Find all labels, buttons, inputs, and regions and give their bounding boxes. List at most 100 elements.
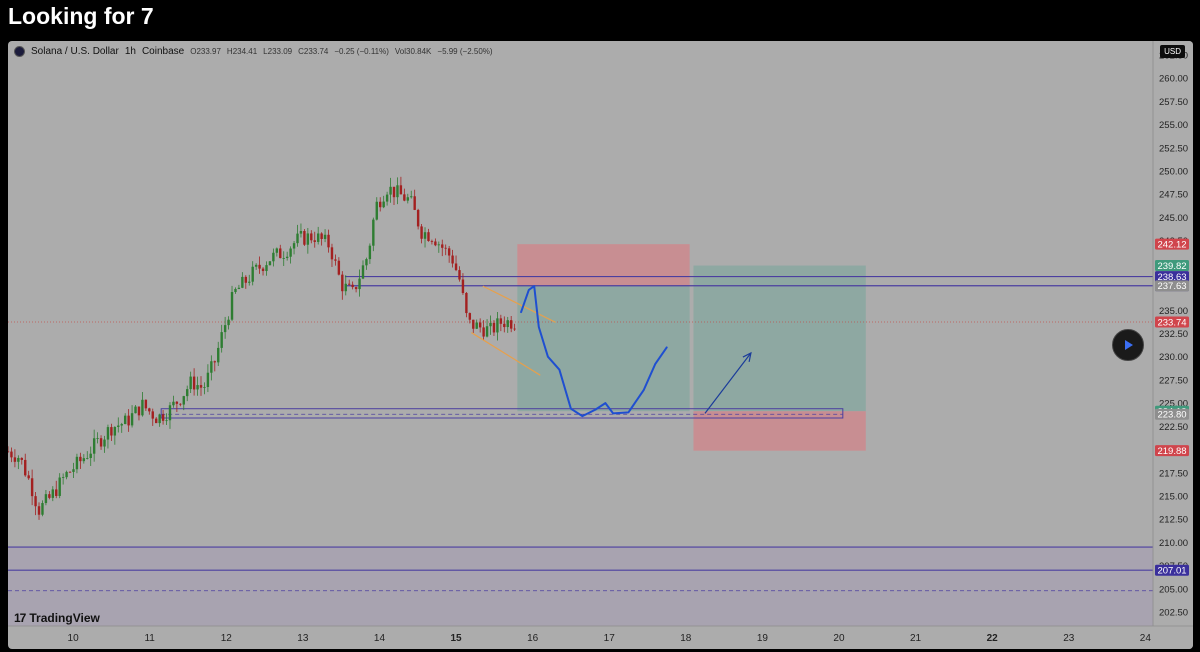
support-zone-4 [160,408,844,419]
candle-body [75,456,79,470]
candle-body [392,186,396,198]
candle-body [327,234,330,248]
price-chart[interactable]: 262.50260.00257.50255.00252.50250.00247.… [8,41,1193,649]
candle-body [20,457,23,460]
candle-body [368,245,372,260]
projection-arrow-shaft [704,352,752,414]
candle-body [358,278,361,290]
candle-body [24,459,27,476]
candle-body [175,401,179,404]
candle-body [499,318,503,324]
exchange-label: Coinbase [141,46,185,57]
price-tag-label: 237.63 [1157,281,1186,292]
y-tick-label: 212.50 [1159,515,1188,526]
candle-body [437,244,441,246]
play-button[interactable] [1112,329,1144,361]
channel-line-1 [471,332,541,376]
x-tick-label: 18 [680,633,692,644]
candle-body [151,411,154,419]
candle-body [17,457,20,462]
candle-body [55,489,58,496]
candle-body [509,320,513,329]
y-tick-label: 210.00 [1159,538,1188,549]
candle-body [117,425,120,428]
candle-body [237,287,241,289]
candle-body [310,233,313,241]
candle-body [37,506,41,515]
candle-body [413,196,416,210]
candle-body [217,347,220,363]
currency-label[interactable]: USD [1160,45,1185,58]
chart-panel[interactable]: 262.50260.00257.50255.00252.50250.00247.… [8,41,1193,649]
candle-body [161,414,165,421]
candle-body [337,260,341,275]
candle-body [179,403,182,405]
candle-body [451,255,454,264]
candle-body [10,451,13,458]
x-tick-label: 19 [757,633,769,644]
x-tick-label: 22 [987,633,999,644]
candle-body [210,361,213,373]
candle-body [492,322,496,333]
candle-body [285,256,289,259]
x-tick-label: 10 [68,633,80,644]
price-tag-label: 239.82 [1157,261,1186,272]
candle-body [168,405,172,421]
candle-body [110,427,113,436]
volume-value: Vol30.84K [394,47,432,56]
price-tag-label: 238.63 [1157,272,1186,283]
candle-body [447,248,451,256]
candle-body [82,458,86,462]
y-tick-label: 255.00 [1159,120,1188,131]
candle-body [489,322,492,327]
y-tick-label: 232.50 [1159,329,1188,340]
price-tag-label: 223.80 [1157,410,1186,421]
candle-body [130,413,134,426]
candle-body [434,241,437,246]
y-tick-label: 230.00 [1159,352,1188,363]
symbol-bar: Solana / U.S. Dollar 1h Coinbase O233.97… [14,46,493,57]
candle-body [330,247,334,260]
post-title: Looking for 7 [8,3,154,29]
candle-body [303,230,306,245]
x-tick-label: 24 [1140,633,1152,644]
y-tick-label: 250.00 [1159,167,1188,178]
candle-body [323,234,327,239]
candle-body [320,233,323,239]
candle-body [482,327,485,337]
volume-change-value: −5.99 (−2.50%) [437,47,493,56]
candle-body [27,475,30,479]
candle-body [58,477,61,496]
candle-body [258,264,261,269]
candle-body [230,292,234,320]
symbol-name[interactable]: Solana / U.S. Dollar [31,46,119,57]
x-tick-label: 11 [144,633,155,644]
change-value: −0.25 (−0.11%) [334,47,389,56]
x-tick-label: 21 [910,633,922,644]
candle-body [141,399,144,416]
candle-body [420,226,423,239]
projection-path [520,285,668,418]
candle-body [89,453,92,459]
stop-zone-0 [517,244,690,286]
candle-body [113,427,117,436]
candle-body [34,496,37,507]
candle-body [354,287,358,290]
candle-body [416,209,420,227]
price-tag-target [1155,260,1189,272]
candle-body [265,265,268,272]
candle-body [30,478,34,497]
price-tag-stop [1155,238,1189,250]
price-tag-label: 233.74 [1157,317,1186,328]
close-value: C233.74 [298,47,329,56]
candle-body [120,424,123,426]
candle-body [137,406,141,416]
candle-body [51,489,55,498]
candle-body [365,259,368,266]
x-tick-label: 13 [297,633,309,644]
interval-label[interactable]: 1h [124,46,136,57]
candle-body [48,494,51,498]
candle-body [399,185,403,195]
x-tick-label: 16 [527,633,539,644]
price-tag-label: 242.12 [1157,239,1186,250]
